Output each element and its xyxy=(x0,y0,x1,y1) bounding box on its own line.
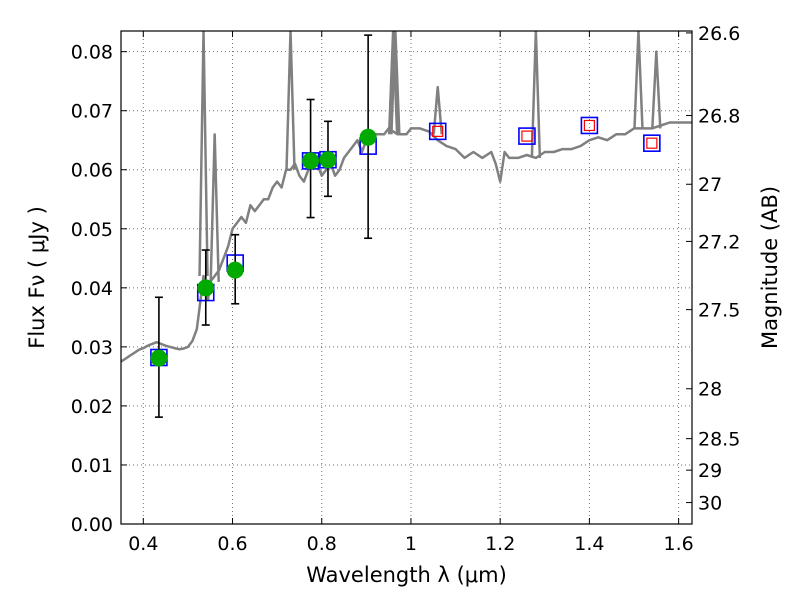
emission-line xyxy=(390,31,401,135)
emission-line xyxy=(285,31,296,170)
synthetic-flux-square xyxy=(583,119,595,132)
observed-point xyxy=(359,128,377,146)
observed-point xyxy=(302,152,320,170)
x-tick-label: 1.2 xyxy=(485,533,515,555)
y-tick-label: 0.03 xyxy=(71,337,113,359)
right-tick-label: 27.5 xyxy=(698,300,740,322)
model-photometry-square xyxy=(580,116,599,135)
model-photometry-square xyxy=(518,127,536,145)
model-photometry-square xyxy=(428,122,447,141)
emission-line xyxy=(633,31,644,129)
emission-line xyxy=(198,31,209,277)
synthetic-flux-square xyxy=(432,125,444,137)
observed-point xyxy=(150,349,168,367)
emission-line xyxy=(209,133,220,282)
model-photometry-square xyxy=(643,134,661,152)
emission-line xyxy=(432,85,443,135)
y-tick-label: 0.02 xyxy=(71,396,113,418)
y-tick-label: 0.07 xyxy=(71,101,113,123)
emission-line xyxy=(387,31,399,135)
y-tick-label: 0.05 xyxy=(71,219,113,241)
synthetic-flux-square xyxy=(646,137,658,149)
x-tick-label: 0.4 xyxy=(128,533,158,555)
right-axis-label: Magnitude (AB) xyxy=(758,186,782,349)
spectrum-line xyxy=(121,121,692,363)
right-tick-label: 28.5 xyxy=(698,429,740,451)
right-tick-label: 29 xyxy=(698,460,722,482)
right-tick-label: 30 xyxy=(698,493,722,515)
right-tick-label: 26.6 xyxy=(698,23,740,45)
y-tick-label: 0.00 xyxy=(71,514,113,536)
x-tick-label: 1.4 xyxy=(574,533,604,555)
plot-area xyxy=(121,31,692,418)
observed-point xyxy=(226,261,244,279)
x-tick-label: 1.6 xyxy=(664,533,694,555)
right-tick-label: 27 xyxy=(698,174,722,196)
x-axis-label: Wavelength λ (μm) xyxy=(306,563,507,587)
x-tick-label: 1 xyxy=(405,533,417,555)
right-tick-label: 28 xyxy=(698,379,722,401)
y-axis-label: Flux Fν ( μJy ) xyxy=(25,206,49,349)
right-tick-label: 27.2 xyxy=(698,231,740,253)
synthetic-flux-square xyxy=(521,130,533,142)
observed-point xyxy=(319,151,337,169)
plot-frame xyxy=(120,30,693,525)
emission-line xyxy=(651,50,662,129)
y-tick-label: 0.04 xyxy=(71,278,113,300)
x-tick-label: 0.8 xyxy=(307,533,337,555)
y-tick-label: 0.06 xyxy=(71,160,113,182)
emission-line xyxy=(530,31,542,158)
observed-point xyxy=(197,279,215,297)
axes-ticks: 0.4 0.6 0.8 1 1.2 1.4 1.6 0.00 0.01 0.02 0.03 0.04 0… xyxy=(71,23,741,555)
y-tick-label: 0.08 xyxy=(71,42,113,64)
right-tick-label: 26.8 xyxy=(698,106,740,128)
x-tick-label: 0.6 xyxy=(217,533,247,555)
y-tick-label: 0.01 xyxy=(71,455,113,477)
